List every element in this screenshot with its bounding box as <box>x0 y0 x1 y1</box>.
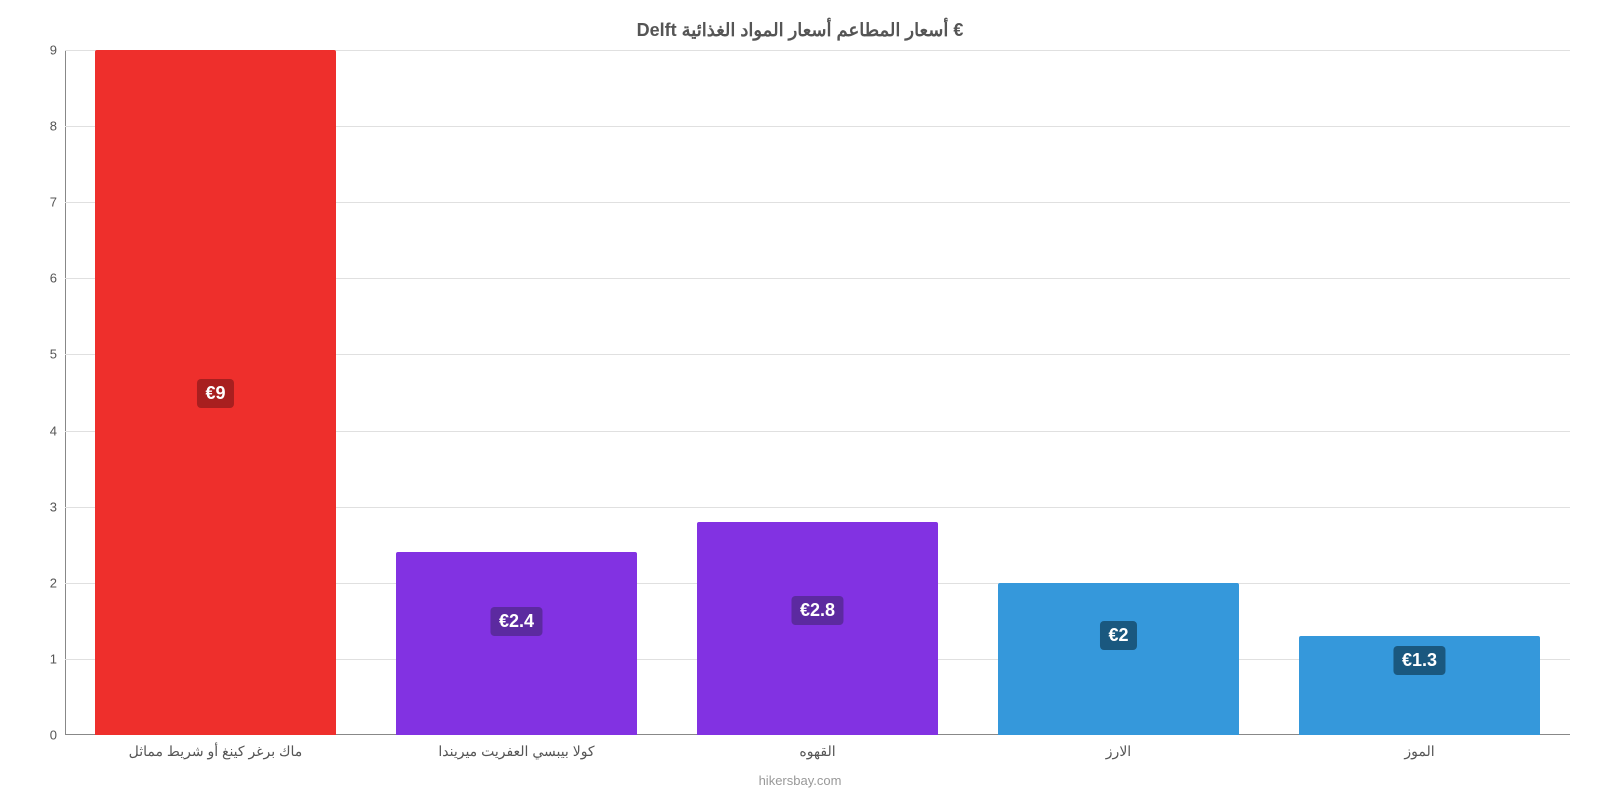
y-tick-label: 4 <box>50 423 65 438</box>
bar-slot: €2 <box>968 50 1269 735</box>
bar-value-badge: €2.4 <box>491 607 542 636</box>
x-tick-label: ماك برغر كينغ أو شريط مماثل <box>65 743 366 760</box>
bar-slot: €2.8 <box>667 50 968 735</box>
bar: €1.3 <box>1299 636 1540 735</box>
y-tick-label: 7 <box>50 195 65 210</box>
bar: €2.4 <box>396 552 637 735</box>
bar-slot: €2.4 <box>366 50 667 735</box>
bar-slot: €1.3 <box>1269 50 1570 735</box>
chart-title: Delft أسعار المطاعم أسعار المواد الغذائي… <box>30 20 1570 41</box>
y-tick-label: 3 <box>50 499 65 514</box>
bar-value-badge: €9 <box>197 379 233 408</box>
y-tick-label: 5 <box>50 347 65 362</box>
bars-container: €9 €2.4 €2.8 €2 €1.3 <box>65 50 1570 735</box>
bar: €9 <box>95 50 336 735</box>
plot-area: €9€2.4€2.8€2€1.3 0123456789 <box>65 50 1570 735</box>
y-tick-label: 8 <box>50 119 65 134</box>
bar-slot: €9 <box>65 50 366 735</box>
credit-label: hikersbay.com <box>0 773 1600 788</box>
y-tick-label: 1 <box>50 651 65 666</box>
x-tick-label: القهوه <box>667 743 968 760</box>
y-tick-label: 6 <box>50 271 65 286</box>
y-tick-label: 9 <box>50 43 65 58</box>
y-tick-label: 2 <box>50 575 65 590</box>
y-tick-label: 0 <box>50 728 65 743</box>
x-tick-label: الارز <box>968 743 1269 760</box>
price-chart: Delft أسعار المطاعم أسعار المواد الغذائي… <box>0 0 1600 800</box>
bar: €2.8 <box>697 522 938 735</box>
bar-value-badge: €2 <box>1100 621 1136 650</box>
bar: €2 <box>998 583 1239 735</box>
bar-value-badge: €1.3 <box>1394 646 1445 675</box>
bar-value-badge: €2.8 <box>792 596 843 625</box>
x-tick-label: الموز <box>1269 743 1570 760</box>
x-tick-label: كولا بيبسي العفريت ميريندا <box>366 743 667 760</box>
x-axis-labels: ماك برغر كينغ أو شريط مماثلكولا بيبسي ال… <box>65 743 1570 760</box>
